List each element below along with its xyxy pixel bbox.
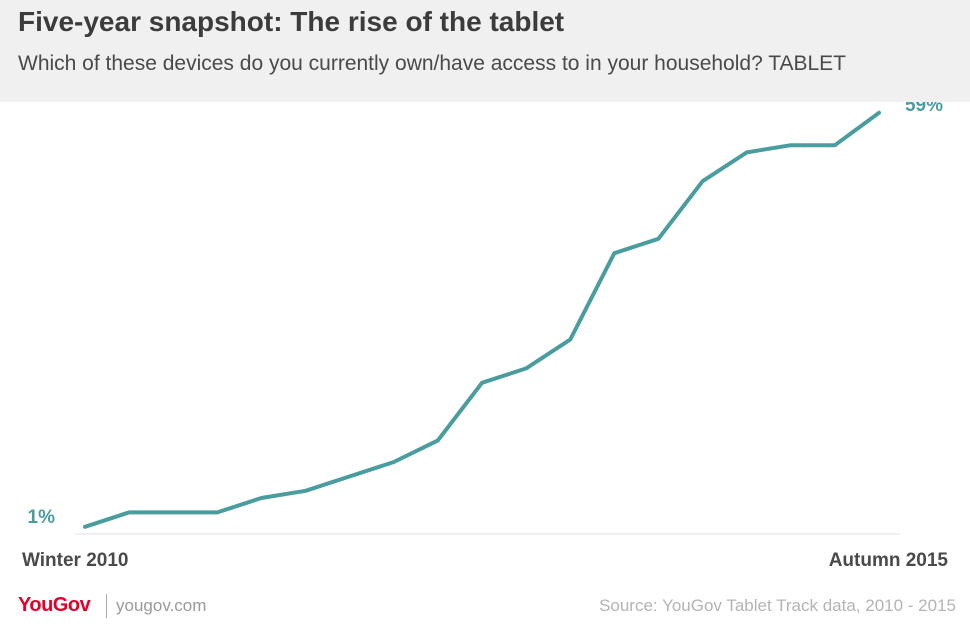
- footer-divider: [106, 594, 107, 618]
- source-note: Source: YouGov Tablet Track data, 2010 -…: [599, 596, 956, 615]
- x-axis-start-label: Winter 2010: [22, 550, 129, 571]
- chart-title: Five-year snapshot: The rise of the tabl…: [18, 6, 565, 37]
- chart-header: Five-year snapshot: The rise of the tabl…: [0, 0, 970, 102]
- yougov-logo: YouGov: [18, 594, 91, 616]
- chart-subtitle: Which of these devices do you currently …: [18, 52, 847, 75]
- end-value-label: 59%: [905, 102, 943, 116]
- footer-site-link[interactable]: yougov.com: [116, 596, 207, 615]
- line-chart: 1% 59%: [28, 102, 943, 535]
- tablet-ownership-line: [83, 110, 881, 529]
- start-value-label: 1%: [28, 507, 56, 528]
- x-axis-end-label: Autumn 2015: [828, 550, 948, 571]
